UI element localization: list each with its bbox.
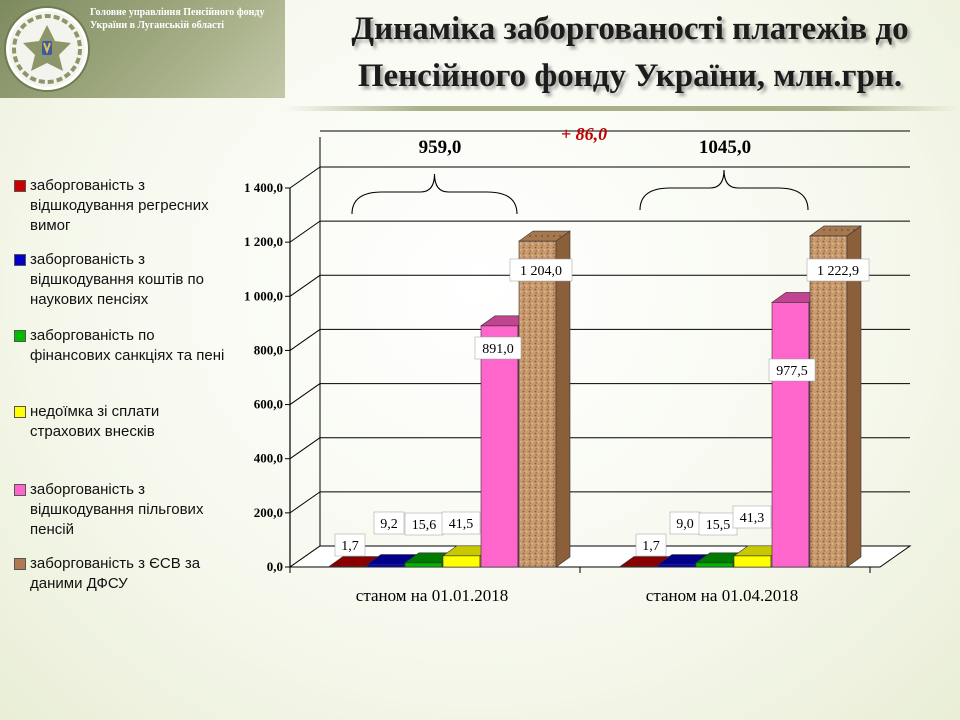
data-label-box: [441, 511, 481, 535]
y-tick-label: 1 000,0: [244, 288, 283, 303]
gridline-side: [289, 437, 321, 460]
data-label: 15,6: [412, 518, 437, 533]
legend-label: заборгованість по фінансових санкціях та…: [30, 327, 225, 364]
gridline-side: [289, 383, 321, 405]
slide-header: Головне управління Пенсійного фонду Укра…: [0, 0, 960, 111]
total-brace: [351, 173, 518, 215]
legend-swatch: [14, 558, 26, 570]
legend-swatch: [14, 484, 26, 496]
gridline-side: [289, 220, 321, 243]
y-tick-label: 800,0: [254, 342, 283, 357]
bar: [771, 302, 810, 568]
data-label-box: [806, 258, 870, 282]
y-tick-label: 1 400,0: [244, 180, 283, 195]
bar: [657, 564, 696, 568]
org-name: Головне управління Пенсійного фонду Укра…: [90, 7, 265, 31]
page-title: Динаміка заборгованості платежів до Пенс…: [351, 11, 909, 94]
data-label: 41,3: [740, 511, 765, 526]
gridline-side: [289, 491, 321, 514]
data-label: 9,2: [380, 517, 398, 532]
y-tick-label: 600,0: [254, 397, 283, 412]
data-label-box: [334, 533, 366, 557]
bar: [733, 555, 772, 568]
legend-swatch: [14, 254, 26, 266]
bar: [695, 562, 734, 568]
y-tick-label: 1 200,0: [244, 234, 283, 249]
legend-label: заборгованість з відшкодування коштів по…: [30, 251, 204, 308]
bar: [809, 235, 848, 568]
legend-label: заборгованість з відшкодування регресних…: [30, 177, 209, 234]
legend-swatch: [14, 406, 26, 418]
y-tick-label: 0,0: [267, 559, 283, 574]
data-label-box: [768, 358, 816, 382]
org-banner: Головне управління Пенсійного фонду Укра…: [0, 0, 285, 98]
data-label-box: [635, 533, 667, 557]
data-label: 1,7: [642, 539, 660, 554]
data-label: 891,0: [482, 342, 514, 357]
bar: [442, 555, 481, 568]
bar: [518, 240, 557, 568]
legend-swatch: [14, 330, 26, 342]
data-label-box: [509, 258, 573, 282]
data-label-box: [732, 505, 772, 529]
emblem-icon: [12, 14, 82, 84]
gridline-side: [289, 166, 321, 189]
y-tick-label: 200,0: [254, 505, 283, 520]
y-tick-label: 400,0: [254, 451, 283, 466]
gridline-side: [289, 274, 321, 297]
legend-label: заборгованість з відшкодування пільгових…: [30, 481, 204, 538]
pension-fund-logo: [6, 8, 88, 90]
data-label-box: [373, 511, 405, 535]
group-total-label: 1045,0: [699, 137, 751, 158]
x-category-label: станом на 01.04.2018: [646, 586, 798, 605]
data-label: 1 222,9: [817, 264, 859, 279]
bar: [404, 562, 443, 568]
legend-swatch: [14, 180, 26, 192]
bar: [366, 564, 405, 568]
legend-label: заборгованість з ЄСВ за даними ДФСУ: [30, 555, 201, 592]
data-label: 977,5: [776, 364, 808, 379]
legend-label: недоїмка зі сплати страхових внесків: [30, 403, 160, 440]
data-label: 1,7: [341, 539, 359, 554]
bar-side: [846, 225, 862, 568]
gridline-side: [289, 329, 321, 351]
data-label: 1 204,0: [520, 264, 562, 279]
difference-label: + 86,0: [561, 124, 607, 144]
data-label: 9,0: [676, 517, 694, 532]
group-total-label: 959,0: [419, 137, 462, 158]
bar: [480, 325, 519, 568]
x-category-label: станом на 01.01.2018: [356, 586, 508, 605]
data-label: 41,5: [449, 517, 474, 532]
bar-side: [555, 230, 571, 568]
data-label-box: [474, 336, 522, 360]
data-label: 15,5: [706, 518, 731, 533]
total-brace: [639, 169, 809, 211]
header-divider: [285, 106, 960, 111]
